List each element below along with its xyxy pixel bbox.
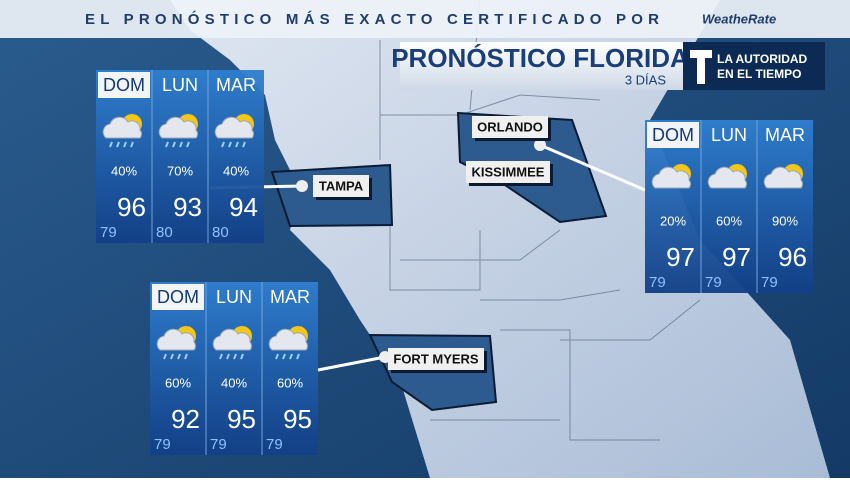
city-labels: TAMPA ORLANDO KISSIMMEE FORT MYERS bbox=[313, 116, 553, 373]
day-name: LUN bbox=[216, 287, 252, 307]
high-temp: 92 bbox=[171, 404, 200, 434]
city-label: FORT MYERS bbox=[393, 351, 479, 366]
high-temp: 97 bbox=[722, 242, 751, 272]
rain-icon bbox=[109, 141, 113, 148]
tagline: EN EL TIEMPO bbox=[717, 67, 801, 81]
low-temp: 80 bbox=[156, 224, 173, 241]
high-temp: 96 bbox=[117, 192, 146, 222]
rain-icon bbox=[240, 353, 244, 360]
rain-icon bbox=[228, 141, 232, 148]
low-temp: 79 bbox=[649, 274, 666, 291]
city-label: TAMPA bbox=[319, 178, 364, 193]
low-temp: 80 bbox=[212, 224, 229, 241]
city-label-box bbox=[388, 348, 484, 370]
banner-text: EL PRONÓSTICO MÁS EXACTO CERTIFICADO POR bbox=[85, 10, 664, 28]
title: PRONÓSTICO FLORIDA bbox=[391, 43, 689, 73]
cloud-icon bbox=[158, 116, 198, 139]
day-name: MAR bbox=[765, 125, 805, 145]
day-name: DOM bbox=[103, 75, 145, 95]
day-name: DOM bbox=[157, 287, 199, 307]
precip: 40% bbox=[111, 163, 137, 178]
day-name: MAR bbox=[216, 75, 256, 95]
rain-icon bbox=[226, 353, 230, 360]
rain-icon bbox=[165, 141, 169, 148]
cloud-icon bbox=[214, 116, 254, 139]
day-name: MAR bbox=[270, 287, 310, 307]
city-label-box bbox=[466, 161, 550, 183]
rain-icon bbox=[184, 353, 188, 360]
low-temp: 79 bbox=[266, 436, 283, 453]
high-temp: 97 bbox=[666, 242, 695, 272]
cloud-icon bbox=[268, 328, 308, 351]
precip: 40% bbox=[221, 375, 247, 390]
cloud-icon bbox=[156, 328, 196, 351]
precip: 60% bbox=[716, 213, 742, 228]
banner-brand: WeatheRate bbox=[702, 11, 776, 26]
land bbox=[170, 0, 830, 478]
banner bbox=[0, 0, 850, 38]
high-temp: 95 bbox=[283, 404, 312, 434]
rain-icon bbox=[170, 353, 174, 360]
city-label: ORLANDO bbox=[477, 119, 543, 134]
high-temp: 95 bbox=[227, 404, 256, 434]
low-temp: 79 bbox=[705, 274, 722, 291]
rain-icon bbox=[172, 141, 176, 148]
rain-icon bbox=[186, 141, 190, 148]
rain-icon bbox=[233, 353, 237, 360]
rain-icon bbox=[289, 353, 293, 360]
cloud-icon bbox=[212, 328, 252, 351]
city-label-box bbox=[313, 175, 369, 197]
rain-icon bbox=[235, 141, 239, 148]
low-temp: 79 bbox=[100, 224, 117, 241]
title-box bbox=[400, 42, 683, 90]
day-header bbox=[647, 122, 699, 148]
forecast-panels: DOM40%9679LUN70%9380MAR40%9480DOM20%9779… bbox=[96, 70, 813, 455]
rain-icon bbox=[275, 353, 279, 360]
city-label: KISSIMMEE bbox=[472, 164, 545, 179]
rain-icon bbox=[179, 141, 183, 148]
day-name: LUN bbox=[162, 75, 198, 95]
rain-icon bbox=[163, 353, 167, 360]
high-temp: 93 bbox=[173, 192, 202, 222]
rain-icon bbox=[242, 141, 246, 148]
rain-icon bbox=[282, 353, 286, 360]
day-header bbox=[98, 72, 150, 98]
rain-icon bbox=[130, 141, 134, 148]
panel-bg bbox=[150, 282, 318, 455]
precip: 20% bbox=[660, 213, 686, 228]
day-name: DOM bbox=[652, 125, 694, 145]
low-temp: 79 bbox=[210, 436, 227, 453]
rain-icon bbox=[123, 141, 127, 148]
cloud-icon bbox=[707, 166, 747, 189]
precip: 60% bbox=[277, 375, 303, 390]
subtitle: 3 DÍAS bbox=[625, 72, 667, 87]
rain-icon bbox=[221, 141, 225, 148]
low-temp: 79 bbox=[154, 436, 171, 453]
cloud-icon bbox=[651, 166, 691, 189]
panel-bg bbox=[645, 120, 813, 293]
rain-icon bbox=[177, 353, 181, 360]
low-temp: 79 bbox=[761, 274, 778, 291]
precip: 60% bbox=[165, 375, 191, 390]
city-label-box bbox=[472, 116, 548, 138]
precip: 90% bbox=[772, 213, 798, 228]
high-temp: 94 bbox=[229, 192, 258, 222]
cloud-icon bbox=[102, 116, 142, 139]
rain-icon bbox=[219, 353, 223, 360]
logo-icon bbox=[690, 50, 712, 84]
panel-bg bbox=[96, 70, 264, 243]
day-header bbox=[152, 284, 204, 310]
rain-icon bbox=[116, 141, 120, 148]
precip: 70% bbox=[167, 163, 193, 178]
precip: 40% bbox=[223, 163, 249, 178]
cloud-icon bbox=[763, 166, 803, 189]
rain-icon bbox=[296, 353, 300, 360]
high-temp: 96 bbox=[778, 242, 807, 272]
day-name: LUN bbox=[711, 125, 747, 145]
tagline: LA AUTORIDAD bbox=[717, 52, 808, 66]
